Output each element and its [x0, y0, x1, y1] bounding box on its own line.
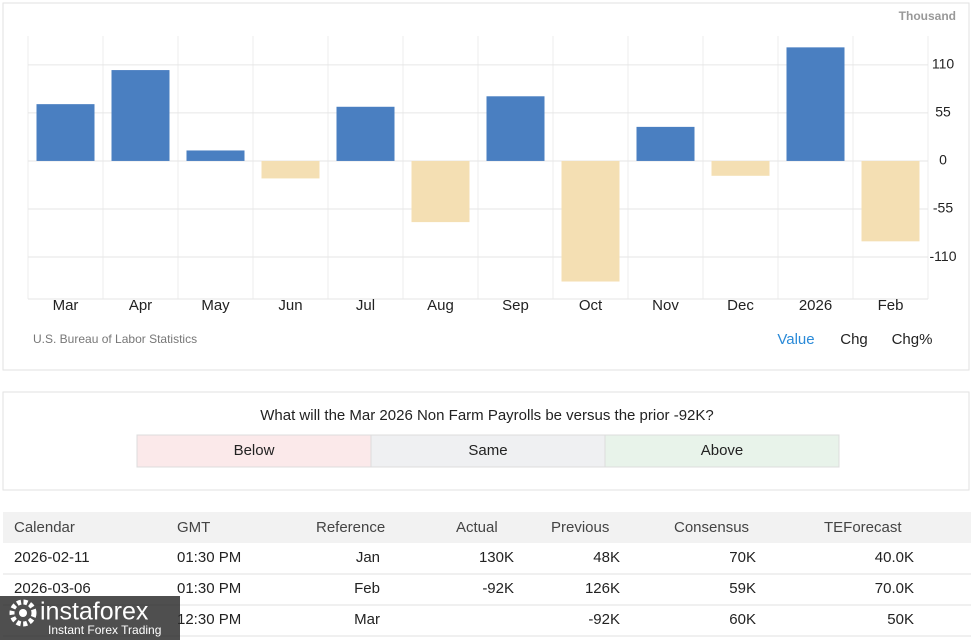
x-tick-label: 2026	[799, 297, 832, 314]
bar	[186, 150, 245, 161]
column-header: Consensus	[674, 519, 749, 536]
x-tick-label: Aug	[427, 297, 454, 314]
bar	[336, 106, 395, 161]
bar	[711, 160, 770, 176]
bar	[636, 126, 695, 161]
poll-question: What will the Mar 2026 Non Farm Payrolls…	[260, 407, 714, 424]
watermark-logo-core	[19, 609, 27, 617]
column-header: Previous	[551, 519, 609, 536]
table-cell: 48K	[593, 549, 620, 566]
table-cell: 01:30 PM	[177, 580, 241, 597]
bar	[36, 104, 95, 161]
bar	[861, 160, 920, 242]
bar	[486, 96, 545, 161]
y-tick-label: -110	[930, 248, 957, 264]
x-tick-label: Apr	[129, 297, 152, 314]
chart-tab[interactable]: Chg%	[892, 331, 933, 348]
table-cell: 40.0K	[875, 549, 914, 566]
bar	[786, 47, 845, 161]
watermark-logo	[9, 599, 37, 627]
poll-option[interactable]	[136, 434, 372, 468]
x-tick-label: Jul	[356, 297, 375, 314]
x-tick-label: Oct	[579, 297, 603, 314]
x-tick-label: May	[201, 297, 230, 314]
table-cell: 130K	[479, 549, 514, 566]
table-cell: 2026-03-06	[14, 580, 91, 597]
chart-tab[interactable]: Chg	[840, 331, 868, 348]
source: U.S. Bureau of Labor Statistics	[33, 332, 197, 346]
y-tick-label: 55	[935, 104, 951, 120]
watermark-tagline: Instant Forex Trading	[48, 623, 161, 637]
column-header: GMT	[177, 519, 210, 536]
table-cell: 2026-02-11	[14, 549, 90, 566]
x-tick-label: Dec	[727, 297, 754, 314]
x-tick-label: Mar	[53, 297, 79, 314]
table-cell: 59K	[729, 580, 756, 597]
y-tick-label: -55	[933, 200, 953, 216]
x-tick-label: Jun	[278, 297, 302, 314]
bar	[111, 70, 170, 161]
poll-option-label[interactable]: Below	[234, 442, 275, 459]
column-header: Reference	[316, 519, 385, 536]
bar	[261, 160, 320, 179]
poll-option-label[interactable]: Above	[701, 442, 744, 459]
x-tick-label: Nov	[652, 297, 679, 314]
table-cell: Feb	[354, 580, 380, 597]
table-cell: 01:30 PM	[177, 549, 241, 566]
table-cell: 126K	[585, 580, 620, 597]
x-tick-label: Feb	[878, 297, 904, 314]
table-cell: 70.0K	[875, 580, 914, 597]
chart-tab[interactable]: Value	[777, 331, 814, 348]
unit-label: Thousand	[899, 9, 956, 23]
column-header: Actual	[456, 519, 498, 536]
bar	[561, 160, 620, 282]
table-cell: Jan	[356, 549, 380, 566]
table-cell: 50K	[887, 611, 914, 628]
table-cell: -92K	[482, 580, 514, 597]
y-tick-label: 110	[932, 56, 955, 72]
table-cell: -92K	[588, 611, 620, 628]
watermark-brand: instaforex	[40, 598, 149, 626]
bar	[411, 160, 470, 223]
x-tick-label: Sep	[502, 297, 529, 314]
y-tick-label: 0	[939, 152, 947, 168]
poll-option[interactable]	[370, 434, 606, 468]
poll-option-label[interactable]: Same	[468, 442, 507, 459]
table-cell: 12:30 PM	[177, 611, 241, 628]
table-cell: 60K	[729, 611, 756, 628]
table-header-bg	[3, 512, 971, 543]
table-cell: 70K	[729, 549, 756, 566]
column-header: TEForecast	[824, 519, 902, 536]
poll-option[interactable]	[604, 434, 840, 468]
column-header: Calendar	[14, 519, 75, 536]
table-cell: Mar	[354, 611, 380, 628]
